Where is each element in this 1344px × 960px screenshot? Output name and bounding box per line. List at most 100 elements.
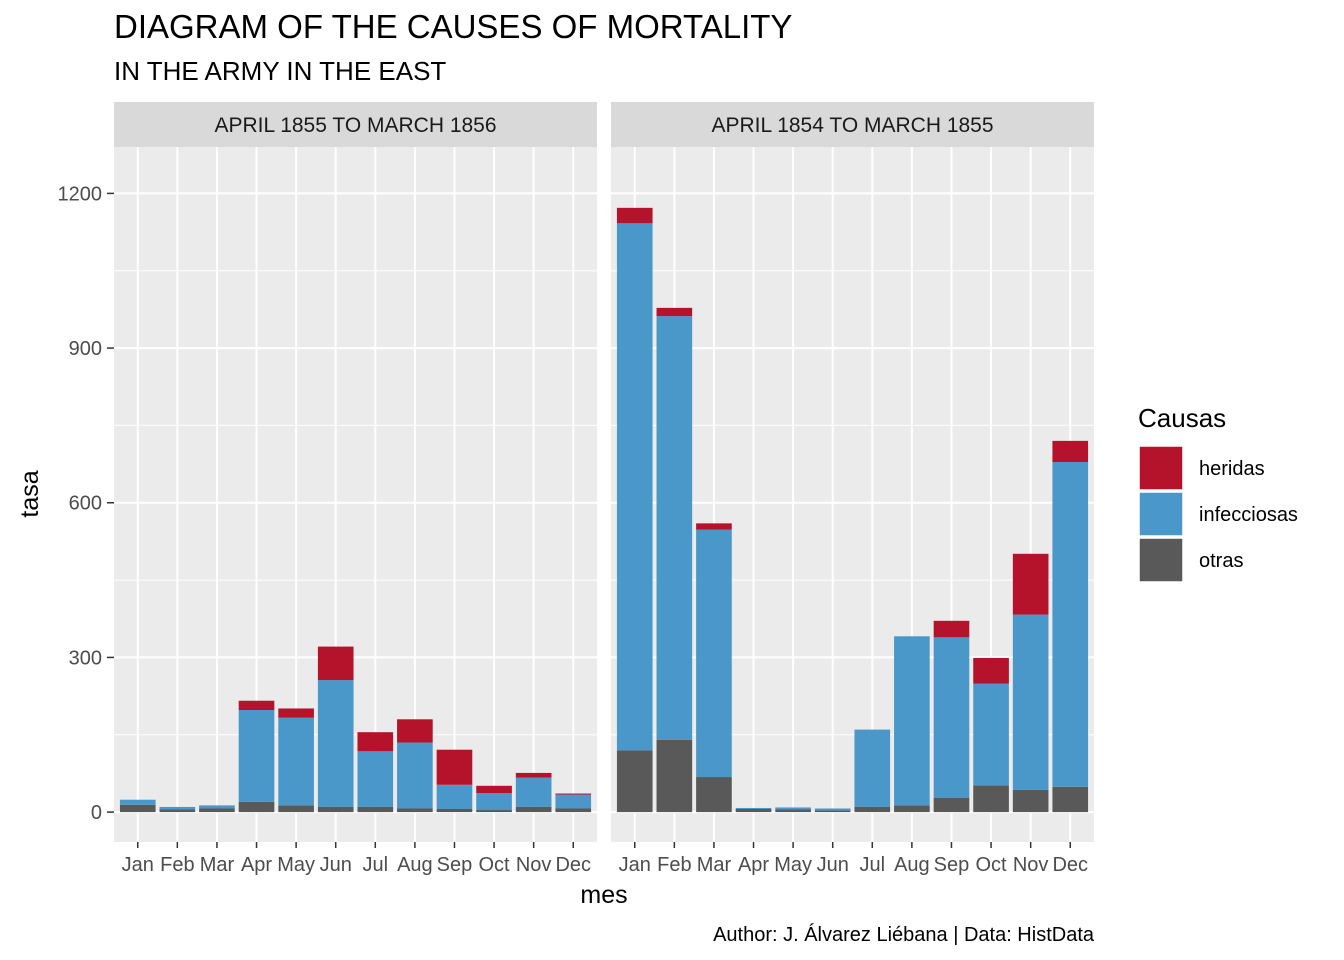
x-tick-label: Nov	[516, 854, 552, 876]
legend-label-heridas: heridas	[1199, 458, 1265, 480]
bar-otras-feb	[656, 739, 693, 813]
bar-otras-dec	[1052, 786, 1089, 813]
bar-otras-mar	[696, 777, 732, 813]
legend-key-infecciosas	[1138, 491, 1184, 537]
bar-infecciosas-sep	[436, 784, 473, 810]
y-tick-label: 0	[91, 802, 102, 824]
bar-otras-apr	[238, 801, 275, 813]
x-tick-label: Dec	[1052, 854, 1088, 876]
x-tick-label: Mar	[200, 854, 235, 876]
bar-infecciosas-jul	[357, 751, 394, 807]
bar-heridas-may	[278, 708, 314, 718]
bar-infecciosas-jun	[814, 808, 851, 811]
bar-infecciosas-aug	[894, 636, 930, 806]
legend-label-infecciosas: infecciosas	[1199, 504, 1298, 526]
bar-heridas-dec	[555, 793, 592, 795]
bar-otras-jul	[854, 806, 891, 813]
x-tick-label: Mar	[697, 854, 732, 876]
bar-infecciosas-mar	[696, 529, 732, 778]
bar-infecciosas-jan	[616, 223, 653, 751]
bar-infecciosas-sep	[933, 637, 970, 798]
bar-otras-aug	[894, 805, 930, 813]
bar-otras-sep	[436, 809, 473, 813]
bar-infecciosas-nov	[515, 777, 552, 807]
chart-subtitle: IN THE ARMY IN THE EAST	[114, 56, 446, 86]
bar-otras-oct	[973, 785, 1009, 813]
y-axis: 0 300 600 900 1200	[58, 183, 114, 824]
bar-infecciosas-may	[278, 717, 314, 806]
bar-infecciosas-jul	[854, 729, 891, 807]
bar-otras-nov	[1012, 789, 1049, 813]
bar-infecciosas-dec	[1052, 462, 1089, 787]
x-tick-label: May	[277, 854, 315, 876]
y-tick-label: 900	[69, 338, 102, 360]
bar-heridas-sep	[933, 620, 970, 638]
bar-infecciosas-aug	[397, 742, 433, 809]
x-tick-label: Jun	[320, 854, 352, 876]
x-tick-label: Feb	[160, 854, 194, 876]
bar-infecciosas-nov	[1012, 614, 1049, 790]
bar-otras-apr	[735, 809, 772, 813]
bar-otras-jan	[616, 750, 653, 813]
legend-label-otras: otras	[1199, 550, 1243, 572]
x-tick-label: Feb	[657, 854, 691, 876]
caption: Author: J. Álvarez Liébana | Data: HistD…	[713, 923, 1095, 946]
bar-infecciosas-mar	[199, 805, 235, 809]
x-tick-label: Nov	[1013, 854, 1049, 876]
x-tick-label: Jan	[619, 854, 651, 876]
bar-infecciosas-feb	[656, 316, 693, 740]
x-axis-title: mes	[580, 881, 627, 909]
bar-infecciosas-apr	[735, 807, 772, 810]
facet-strip	[611, 102, 1094, 147]
bar-heridas-sep	[436, 749, 473, 785]
x-tick-label: Aug	[397, 854, 433, 876]
x-tick-label: Dec	[555, 854, 591, 876]
bar-heridas-oct	[476, 785, 512, 794]
bar-otras-jun	[317, 806, 354, 813]
x-tick-label: Sep	[934, 854, 970, 876]
x-tick-label: Jun	[817, 854, 849, 876]
bar-infecciosas-apr	[238, 710, 275, 802]
bar-infecciosas-jan	[119, 799, 156, 805]
bar-otras-oct	[476, 810, 512, 813]
bar-otras-nov	[515, 806, 552, 813]
x-tick-label: Oct	[976, 854, 1008, 876]
bar-otras-feb	[159, 809, 196, 813]
bar-infecciosas-jun	[317, 680, 354, 807]
bar-infecciosas-dec	[555, 794, 592, 809]
panel-background	[114, 147, 597, 842]
chart-title: DIAGRAM OF THE CAUSES OF MORTALITY	[114, 8, 792, 45]
bar-heridas-aug	[397, 719, 433, 743]
y-tick-label: 300	[69, 647, 102, 669]
y-axis-title: tasa	[16, 470, 44, 517]
legend-key-otras	[1138, 537, 1184, 583]
bar-otras-jan	[119, 804, 156, 813]
x-tick-label: Oct	[479, 854, 511, 876]
bar-heridas-oct	[973, 657, 1009, 684]
bar-infecciosas-may	[775, 807, 811, 810]
bar-otras-sep	[933, 797, 970, 813]
facet-strip	[114, 102, 597, 147]
x-tick-label: May	[774, 854, 812, 876]
bar-infecciosas-oct	[973, 683, 1009, 786]
bar-infecciosas-oct	[476, 793, 512, 811]
legend-key-heridas	[1138, 445, 1184, 491]
x-tick-label: Apr	[241, 854, 272, 876]
x-tick-label: Sep	[437, 854, 473, 876]
bar-otras-aug	[397, 808, 433, 813]
y-tick-label: 1200	[58, 183, 103, 205]
bar-heridas-apr	[238, 700, 275, 711]
bar-heridas-jul	[357, 732, 394, 752]
bar-otras-jul	[357, 806, 394, 813]
facet-strip-label: APRIL 1855 TO MARCH 1856	[214, 114, 496, 137]
bar-heridas-jun	[317, 646, 354, 681]
bar-heridas-nov	[515, 772, 552, 778]
bar-otras-may	[278, 805, 314, 813]
bar-otras-dec	[555, 808, 592, 813]
x-tick-label: Aug	[894, 854, 930, 876]
bar-infecciosas-feb	[159, 806, 196, 810]
